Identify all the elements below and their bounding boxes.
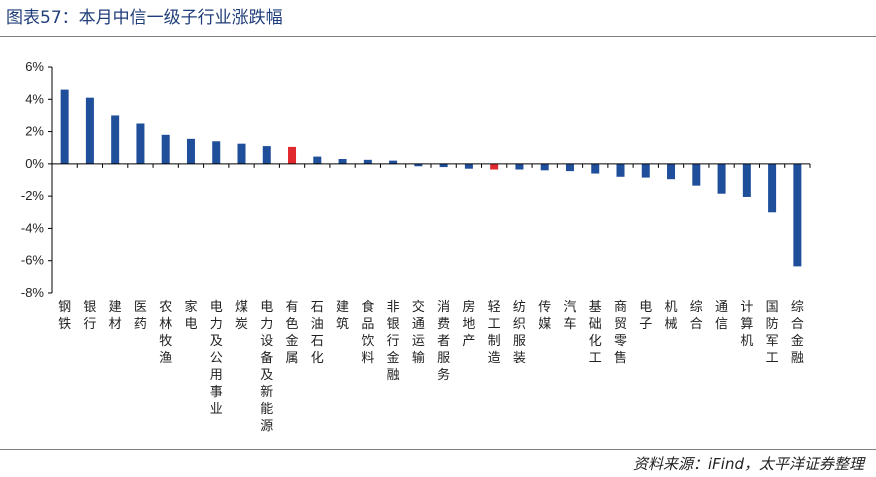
y-tick-label: 6% (25, 59, 44, 74)
bar (565, 163, 574, 172)
bar (616, 163, 625, 177)
category-label: 建筑 (336, 300, 349, 332)
bar (262, 146, 271, 164)
y-tick-label: 4% (25, 91, 44, 106)
bottom-rule (0, 449, 876, 450)
bar (793, 163, 802, 267)
y-tick-label: -6% (21, 253, 45, 268)
category-label: 消费者服务 (437, 300, 450, 383)
bar (692, 163, 701, 186)
category-label: 机械 (665, 300, 678, 332)
category-label: 石油石化 (311, 300, 324, 366)
bar-chart: 6% 4% 2% 0% -2% -4% -6% -8% 钢铁银行建材医药农林牧渔家电电力及公用… (21, 59, 811, 434)
bar (540, 163, 549, 171)
source-note: 资料来源：iFind，太平洋证券整理 (633, 455, 864, 473)
bar (768, 163, 777, 213)
category-label: 有色金属 (286, 300, 299, 366)
bar (363, 159, 372, 164)
bar (136, 123, 145, 164)
bar (85, 97, 94, 164)
category-label: 煤炭 (235, 300, 248, 332)
bar (717, 163, 726, 194)
bar (111, 115, 120, 164)
category-label: 非银行金融 (387, 300, 400, 383)
category-label: 综合 (690, 300, 703, 332)
category-label: 汽车 (563, 300, 576, 332)
category-label: 房地产 (462, 299, 475, 349)
category-label: 家电 (184, 299, 197, 332)
bar (212, 141, 221, 164)
category-label: 纺织服装 (513, 300, 526, 366)
bar (186, 138, 195, 164)
bar (338, 159, 347, 164)
category-label: 商贸零售 (614, 300, 627, 366)
bar (288, 146, 297, 164)
category-label: 综合金融 (791, 300, 804, 366)
bar (389, 160, 398, 164)
category-label: 基础化工 (589, 300, 602, 366)
category-label: 银行 (83, 300, 96, 332)
category-label: 交通运输 (412, 299, 425, 366)
y-tick-label: 0% (25, 156, 44, 171)
y-tick-label: -2% (21, 188, 45, 203)
y-tick-label: -4% (21, 220, 45, 235)
category-label: 农林牧渔 (159, 300, 172, 366)
category-labels: 钢铁银行建材医药农林牧渔家电电力及公用事业煤炭电力设备及新能源有色金属石油石化建… (58, 299, 804, 434)
bar (414, 163, 423, 167)
bar (742, 163, 751, 197)
category-label: 计算机 (740, 300, 753, 349)
bars (60, 89, 802, 267)
category-label: 电力设备及新能源 (260, 300, 273, 434)
category-label: 电力及公用事业 (210, 300, 223, 417)
bar (591, 163, 600, 174)
category-label: 传媒 (538, 300, 551, 332)
bar (515, 163, 524, 170)
y-tick-label: -8% (21, 285, 45, 300)
bar (667, 163, 676, 180)
y-tick-label: 2% (25, 124, 44, 139)
y-axis: 6% 4% 2% 0% -2% -4% -6% -8% (21, 59, 53, 300)
category-label: 钢铁 (58, 300, 71, 332)
bar (237, 143, 246, 164)
chart-title: 图表57：本月中信一级子行业涨跌幅 (6, 8, 283, 28)
category-label: 建材 (109, 300, 122, 332)
top-rule (0, 36, 876, 37)
bar (161, 134, 170, 164)
bar (641, 163, 650, 178)
bar (439, 163, 448, 168)
bar (313, 156, 322, 164)
x-axis (51, 163, 811, 168)
bar (60, 89, 69, 164)
category-label: 轻工制造 (488, 300, 501, 366)
bar (490, 163, 499, 170)
category-label: 电子 (639, 300, 652, 332)
category-label: 通信 (715, 300, 728, 332)
category-label: 国防军工 (766, 300, 779, 366)
category-label: 食品饮料 (361, 299, 374, 366)
category-label: 医药 (134, 300, 147, 332)
bar (464, 163, 473, 169)
